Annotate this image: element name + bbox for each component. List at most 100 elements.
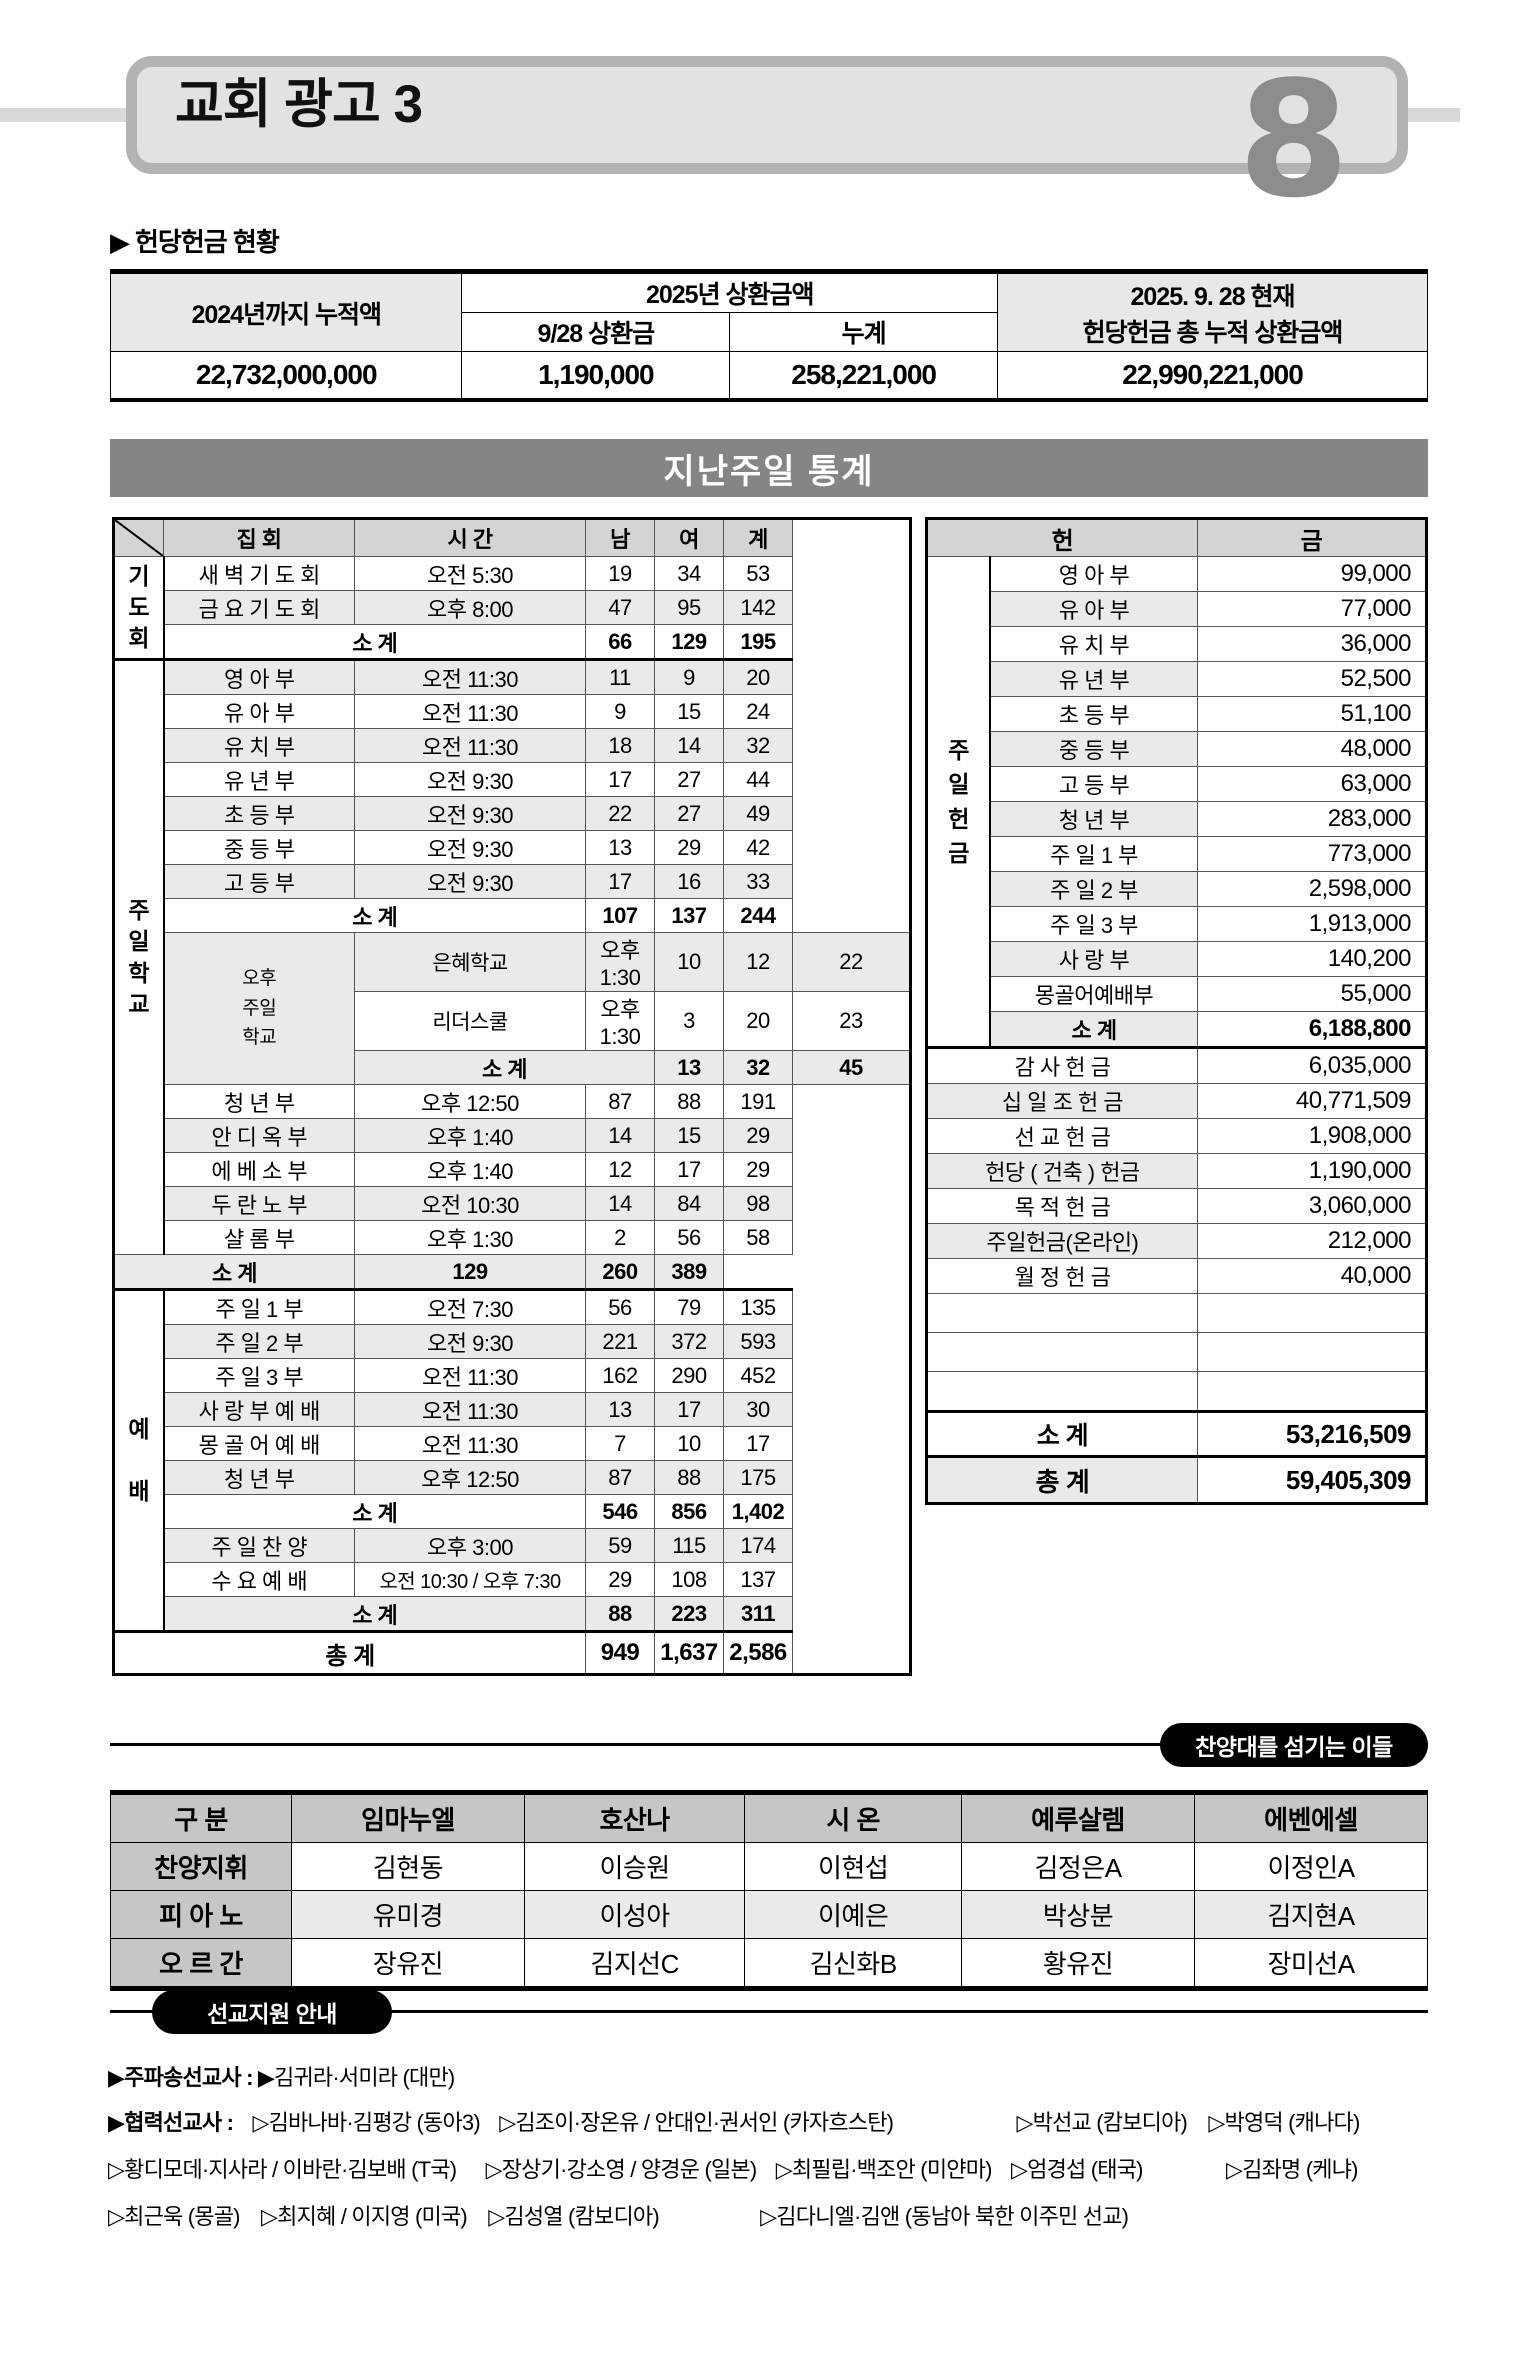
subtotal-label: 소 계: [354, 1050, 655, 1085]
row-total: 29: [723, 1152, 793, 1187]
row-female: 27: [654, 762, 724, 797]
mission-item: 김다니엘·김앤 (동남아 북한 이주민 선교): [776, 2204, 1129, 2229]
table-row: 몽 골 어 예 배 오전 11:30 7 10 17: [114, 1426, 911, 1461]
row-male: 2: [585, 1220, 655, 1255]
mission-item: 김바나바·김평강 (동아3): [268, 2110, 481, 2135]
row-label: 청 년 부: [989, 801, 1198, 837]
row-male: 14: [585, 1118, 655, 1153]
table-row: 금 요 기 도 회 오후 8:00 47 95 142: [114, 590, 911, 625]
hdr-jerusalem: 예루살렘: [961, 1792, 1195, 1843]
row-female: 115: [654, 1528, 724, 1563]
row-female: 10: [654, 1426, 724, 1461]
row-name: 두 란 노 부: [163, 1186, 355, 1221]
row-label: 몽골어예배부: [989, 976, 1198, 1012]
row-female: 290: [654, 1358, 724, 1393]
triangle-outline-icon: ▷: [108, 2157, 125, 2182]
triangle-right-icon: ▶: [108, 2110, 125, 2135]
row-amount: 63,000: [1196, 766, 1428, 802]
row-label: 월 정 헌 금: [926, 1258, 1198, 1294]
mission-line-4: ▷최근욱 (몽골) ▷최지혜 / 이지영 (미국) ▷김성열 (캄보디아) ▷김…: [108, 2199, 1438, 2231]
subtotal-total: 311: [723, 1596, 793, 1632]
row-cell: 황유진: [961, 1938, 1195, 1989]
row-name: 청 년 부: [163, 1084, 355, 1119]
row-time: 오후 1:40: [354, 1152, 586, 1187]
row-name: 주 일 2 부: [163, 1324, 355, 1359]
row-cell: 이현섭: [744, 1842, 963, 1891]
table-row: [926, 1293, 1428, 1333]
offering-header-row: 헌 금: [926, 518, 1428, 557]
table-row: 안 디 옥 부 오후 1:40 14 15 29: [114, 1118, 911, 1153]
table-row: 초 등 부 오전 9:30 22 27 49: [114, 796, 911, 831]
row-female: 14: [654, 728, 724, 763]
table-row: 청 년 부 283,000: [927, 801, 1428, 837]
col-current-total: 2025. 9. 28 현재 헌당헌금 총 누적 상환금액: [997, 271, 1428, 352]
row-amount: 212,000: [1196, 1223, 1428, 1259]
row-male: 10: [654, 932, 724, 992]
row-male: 17: [585, 864, 655, 899]
hdr-female: 여: [654, 518, 724, 557]
triangle-outline-icon: ▷: [1011, 2157, 1028, 2182]
mission-item: 황디모데·지사라 / 이바란·김보배 (T국): [124, 2157, 457, 2182]
row-total: 137: [723, 1562, 793, 1597]
row-name: 안 디 옥 부: [163, 1118, 355, 1153]
row-label: 오 르 간: [110, 1938, 292, 1989]
table-row: 월 정 헌 금 40,000: [926, 1258, 1428, 1294]
subtotal-male: 88: [585, 1596, 655, 1632]
row-label: 십 일 조 헌 금: [926, 1083, 1198, 1119]
val-cumulative-2024: 22,732,000,000: [109, 351, 463, 401]
row-total: 30: [723, 1392, 793, 1427]
grand-total-male: 949: [585, 1630, 655, 1675]
row-name: 영 아 부: [163, 658, 355, 695]
subtotal-total: 244: [723, 898, 793, 933]
header-plate: [126, 56, 1408, 174]
subtotal-label: 소 계: [163, 1596, 586, 1632]
row-total: 23: [792, 991, 911, 1051]
subtotal-row: 소 계 546 856 1,402: [114, 1494, 911, 1529]
current-total-line1: 2025. 9. 28 현재: [1130, 282, 1295, 311]
hdr-meeting: 집 회: [163, 518, 355, 557]
triangle-outline-icon: ▷: [108, 2204, 125, 2229]
row-cell: 박상분: [961, 1890, 1195, 1939]
table-row: 고 등 부 63,000: [927, 766, 1428, 802]
val-repayment-0928: 1,190,000: [461, 351, 731, 401]
row-amount: [1196, 1293, 1428, 1333]
attendance-header-row: 집 회 시 간 남 여 계: [113, 518, 911, 557]
row-male: 3: [654, 991, 724, 1051]
table-row: 유 치 부 36,000: [927, 626, 1428, 662]
hdr-zion: 시 온: [744, 1792, 963, 1843]
row-female: 79: [654, 1288, 724, 1325]
hdr-time: 시 간: [354, 518, 586, 557]
hdr-category: 구 분: [110, 1792, 292, 1843]
row-label: 고 등 부: [989, 766, 1198, 802]
subtotal-total: 389: [654, 1254, 724, 1290]
row-male: 11: [585, 658, 655, 695]
current-total-line2: 헌당헌금 총 누적 상환금액: [1082, 318, 1344, 347]
row-amount: 283,000: [1196, 801, 1428, 837]
triangle-outline-icon: ▷: [775, 2157, 793, 2182]
row-female: 88: [654, 1084, 724, 1119]
subtotal-female: 137: [654, 898, 724, 933]
row-amount: 36,000: [1196, 626, 1428, 662]
row-amount: [1196, 1371, 1428, 1412]
mission-line-2: ▶협력선교사 : ▷김바나바·김평강 (동아3) ▷김조이·장온유 / 안대인·…: [108, 2105, 1438, 2137]
subtotal-amount: 6,188,800: [1196, 1011, 1428, 1048]
hdr-male: 남: [585, 518, 655, 557]
table-row: 주 일 3 부 1,913,000: [927, 906, 1428, 942]
subtotal-row: 소 계 53,216,509: [926, 1410, 1428, 1457]
row-label: 주 일 1 부: [989, 836, 1198, 872]
col-repayment-total: 누계: [729, 312, 999, 352]
val-grand-total: 22,990,221,000: [997, 351, 1428, 401]
col-repayment-0928: 9/28 상환금: [461, 312, 731, 352]
table-row: 유 치 부 오전 11:30 18 14 32: [114, 728, 911, 763]
stats-banner: 지난주일 통계: [110, 439, 1428, 497]
row-amount: 40,000: [1196, 1258, 1428, 1294]
triangle-outline-icon: ▷: [1016, 2110, 1034, 2135]
subtotal-label: 소 계: [163, 624, 586, 660]
row-male: 18: [585, 728, 655, 763]
mission-item: 최필립·백조안 (미얀마): [791, 2157, 993, 2182]
row-cell: 김현동: [291, 1842, 525, 1891]
row-time: 오전 11:30: [354, 1392, 586, 1427]
